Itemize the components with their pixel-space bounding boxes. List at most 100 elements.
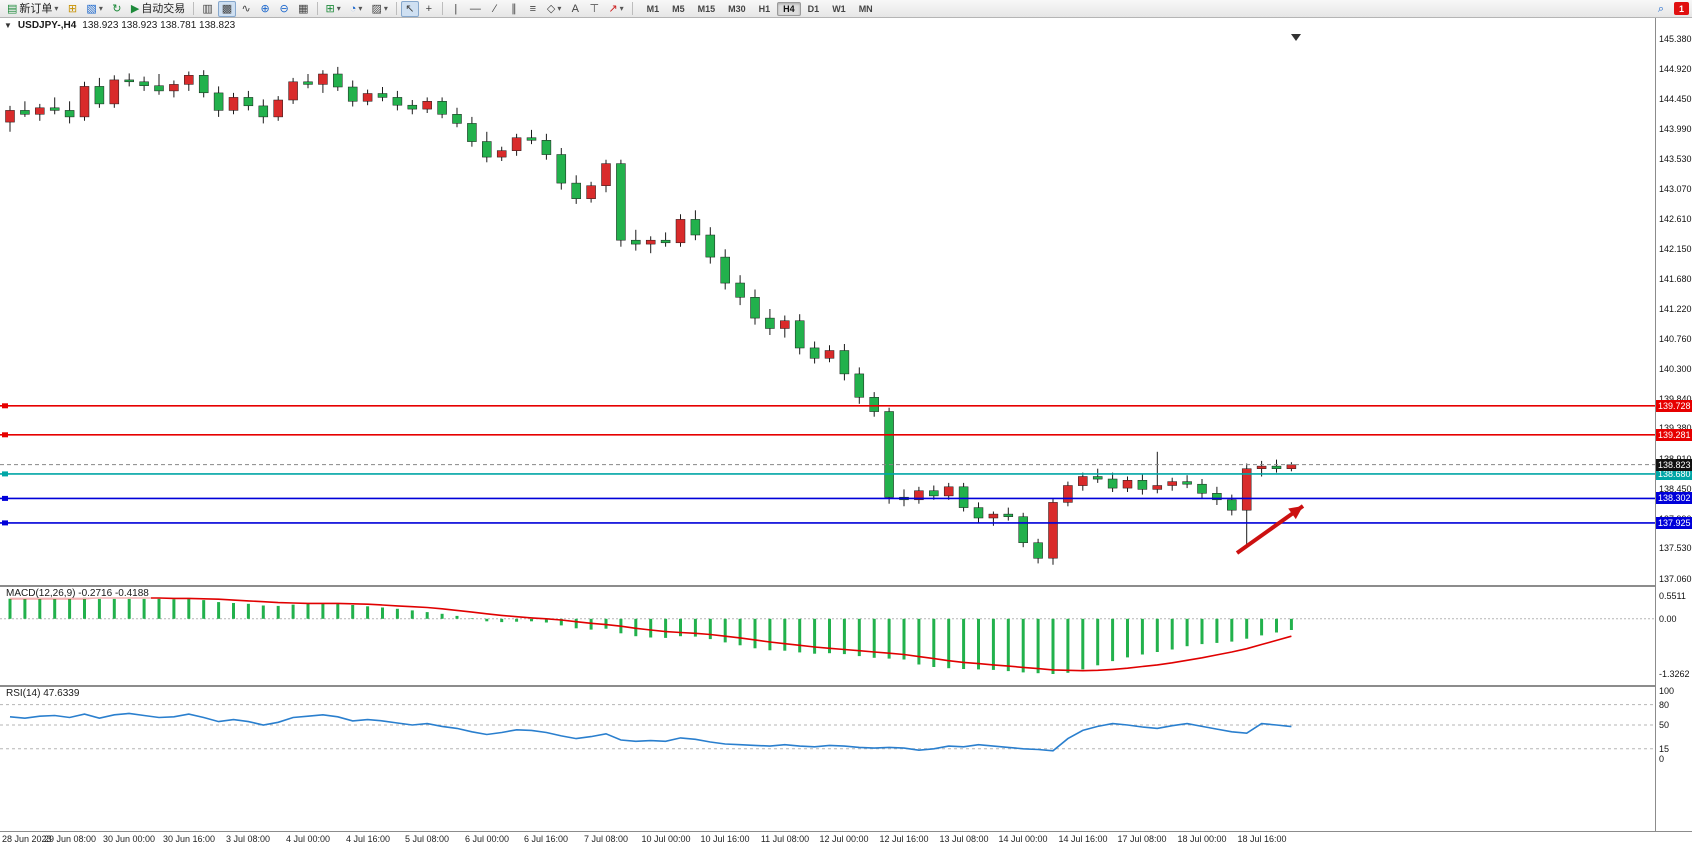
one-click-trading-toggle[interactable]: ▼ (4, 20, 12, 30)
rsi-indicator-title: RSI(14) 47.6339 (4, 688, 82, 699)
notification-badge[interactable]: 1 (1674, 2, 1689, 15)
candle (750, 289, 760, 325)
time-axis-label: 5 Jul 08:00 (404, 834, 450, 844)
candle (631, 229, 641, 251)
timeframe-button-m5[interactable]: M5 (672, 3, 685, 14)
candle (1033, 538, 1043, 564)
candle (228, 92, 239, 115)
candle (1137, 473, 1148, 495)
candlestick-button[interactable]: ▩ (217, 0, 237, 17)
channel-button[interactable]: ∥ (505, 1, 523, 17)
channel-icon: ∥ (511, 2, 517, 15)
zoom-out-button[interactable]: ⊖ (275, 1, 293, 17)
candle (169, 80, 179, 98)
zoom-in-button[interactable]: ⊕ (256, 1, 274, 17)
candle (765, 309, 775, 335)
timeframe-button-m30[interactable]: M30 (728, 3, 746, 14)
candle (943, 482, 954, 500)
candle (1107, 472, 1118, 492)
trend-arrow-annotation[interactable] (1235, 504, 1305, 555)
arrows-icon: ↗ (608, 2, 618, 15)
vertical-line-icon: | (454, 2, 458, 15)
price-level-tag: 138.680 (1656, 468, 1692, 480)
line-handle[interactable] (2, 432, 8, 438)
cursor-button[interactable]: ↖ (400, 0, 419, 17)
refresh-button[interactable]: ↻ (108, 1, 126, 17)
candle (690, 210, 701, 241)
price-axis-label: 139.840 (1659, 394, 1692, 404)
time-axis-label: 30 Jun 00:00 (102, 834, 156, 844)
auto-trading-button[interactable]: ▶ 自动交易 (127, 1, 189, 17)
horizontal-level-line[interactable] (0, 495, 1655, 501)
templates-icon: ▨ (371, 2, 382, 15)
fibonacci-button[interactable]: ≡ (524, 1, 542, 17)
chart-shift-marker[interactable] (1291, 34, 1301, 41)
price-axis-label: 141.680 (1659, 274, 1692, 284)
line-handle[interactable] (2, 471, 8, 477)
time-axis-label: 4 Jul 00:00 (285, 834, 331, 844)
candle (347, 80, 358, 107)
candle (884, 407, 894, 504)
new-order-button[interactable]: ▤ 新订单 ▾ (3, 1, 62, 17)
candle (437, 97, 447, 119)
price-axis-label: 137.530 (1659, 543, 1692, 553)
horizontal-line-button[interactable]: ― (466, 1, 485, 17)
timeframe-button-w1[interactable]: W1 (832, 3, 846, 14)
horizontal-level-line[interactable] (0, 432, 1655, 438)
new-chart-button[interactable]: ⊞ ▾ (322, 1, 345, 17)
time-axis[interactable]: 28 Jun 2023 29 Jun 08:00 30 Jun 00:00 30 Ju… (0, 831, 1692, 846)
panel-separator-macd[interactable] (0, 585, 1692, 587)
candle (869, 392, 879, 417)
price-axis[interactable]: 145.380 144.920 144.450 143.990 143.530 143.0… (1655, 18, 1692, 831)
timeframe-button-mn[interactable]: MN (858, 3, 873, 14)
line-handle[interactable] (2, 520, 8, 526)
trendline-button[interactable]: ∕ (486, 1, 504, 17)
price-level-tag: 139.281 (1656, 429, 1692, 441)
crosshair-button[interactable]: + (420, 1, 438, 17)
new-chart-icon: ⊞ (325, 2, 335, 15)
tile-windows-button[interactable]: ▦ (294, 1, 312, 17)
shapes-button[interactable]: ◇ ▾ (543, 1, 565, 17)
candle (973, 502, 984, 524)
bar-chart-button[interactable]: ▥ (198, 1, 216, 17)
candle (1241, 463, 1252, 547)
chart-windows-button[interactable]: ⊞ (63, 1, 81, 17)
period-clock-button[interactable]: ◔ ▾ (346, 1, 367, 17)
timeframe-button-h1[interactable]: H1 (758, 3, 771, 14)
chevron-down-icon: ▾ (557, 3, 562, 13)
horizontal-level-line[interactable] (0, 471, 1655, 477)
chevron-down-icon: ▾ (98, 3, 103, 13)
timeframe-button-d1[interactable]: D1 (807, 3, 820, 14)
price-axis-label: 138.450 (1659, 484, 1692, 494)
macd-panel-canvas[interactable] (0, 587, 1655, 684)
templates-button[interactable]: ▨ ▾ (367, 1, 391, 17)
rsi-panel-canvas[interactable] (0, 687, 1655, 830)
horizontal-level-line[interactable] (0, 403, 1655, 409)
price-axis-label: 144.450 (1659, 94, 1692, 104)
price-chart-canvas[interactable] (0, 31, 1655, 585)
candle (1048, 498, 1058, 565)
vertical-line-button[interactable]: | (447, 1, 465, 17)
text-button[interactable]: A (566, 1, 584, 17)
line-chart-button[interactable]: ∿ (237, 1, 255, 17)
text-label-button[interactable]: ⊤ (585, 1, 603, 17)
timeframe-button-h4[interactable]: H4 (777, 1, 801, 16)
rsi-axis-label: 50 (1659, 720, 1670, 730)
chart-title-bar: ▼ USDJPY-,H4 138.923 138.923 138.781 138… (4, 19, 235, 31)
time-axis-label: 10 Jul 16:00 (700, 834, 750, 844)
rsi-axis-label: 0 (1659, 754, 1665, 764)
line-handle[interactable] (2, 403, 8, 409)
search-button[interactable]: ⌕ (1652, 1, 1670, 17)
candle (333, 66, 343, 91)
horizontal-level-line[interactable] (0, 520, 1655, 526)
timeframe-button-m1[interactable]: M1 (646, 3, 660, 14)
time-axis-label: 12 Jul 00:00 (819, 834, 869, 844)
line-handle[interactable] (2, 495, 8, 501)
toolbar-separator (193, 2, 195, 15)
panel-separator-rsi[interactable] (0, 685, 1692, 687)
arrows-button[interactable]: ↗ ▾ (604, 1, 627, 17)
timeframe-button-m15[interactable]: M15 (697, 3, 716, 14)
cursor-icon: ↖ (405, 2, 415, 15)
profiles-button[interactable]: ▧ ▾ (82, 1, 106, 17)
candle (1182, 475, 1192, 489)
